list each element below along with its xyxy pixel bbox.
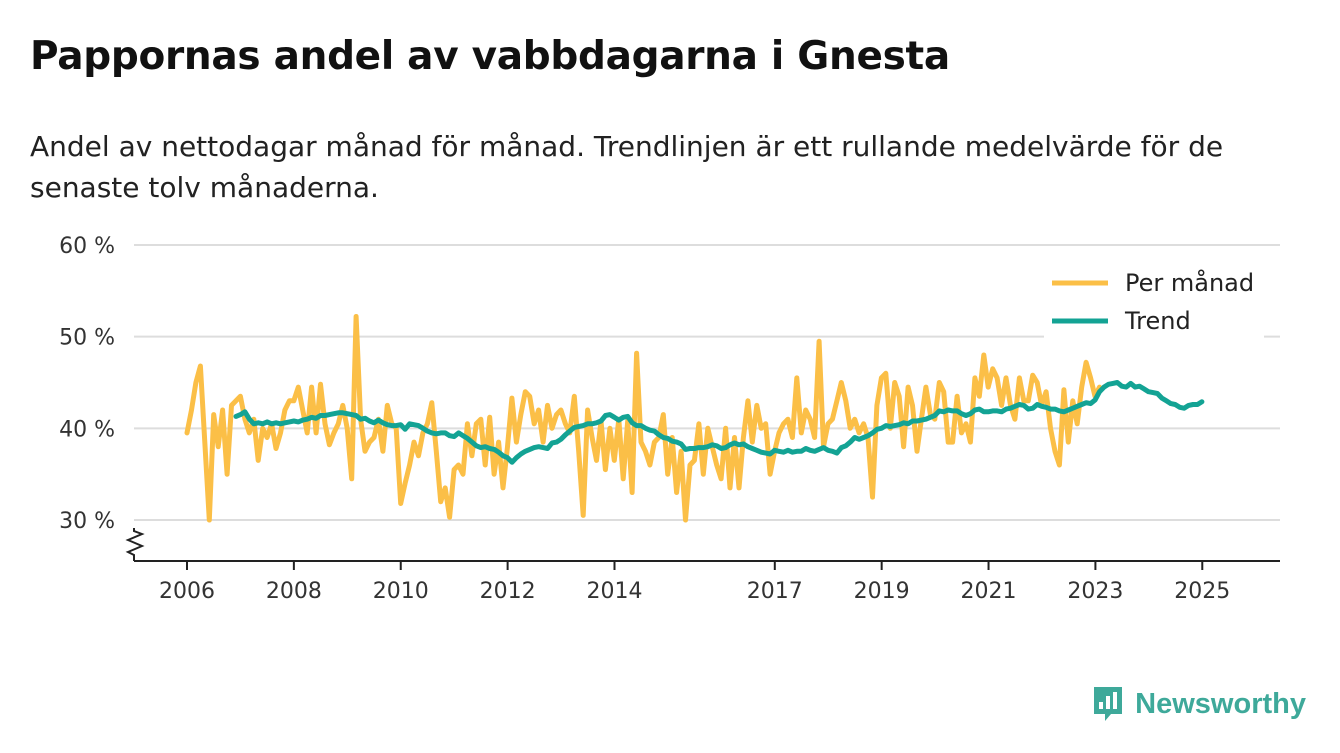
x-tick-label: 2017 bbox=[747, 579, 803, 604]
x-tick-label: 2012 bbox=[480, 579, 536, 604]
series-line-trend bbox=[233, 380, 1205, 465]
legend[interactable]: Per månad Trend bbox=[1044, 262, 1264, 338]
x-tick-label: 2008 bbox=[266, 579, 322, 604]
series bbox=[184, 314, 1205, 523]
x-tick-label: 2010 bbox=[373, 579, 429, 604]
y-tick-label: 40 % bbox=[59, 417, 115, 442]
x-tick-label: 2006 bbox=[159, 579, 215, 604]
legend-background bbox=[1044, 262, 1264, 338]
legend-label: Per månad bbox=[1125, 268, 1254, 297]
x-tick-label: 2025 bbox=[1174, 579, 1230, 604]
y-tick-label: 50 % bbox=[59, 326, 115, 351]
chart-title: Pappornas andel av vabbdagarna i Gnesta bbox=[30, 34, 950, 79]
legend-label: Trend bbox=[1124, 307, 1191, 335]
chart-subtitle: Andel av nettodagar månad för månad. Tre… bbox=[30, 130, 1224, 204]
brand-name: Newsworthy bbox=[1135, 687, 1306, 720]
axes: 30 % 40 % 50 % 60 % 2006 2008 2010 2012 2014 2017… bbox=[59, 234, 1280, 604]
brand-logo[interactable]: Newsworthy bbox=[1091, 685, 1306, 723]
x-tick-label: 2021 bbox=[961, 579, 1017, 604]
y-tick-label: 60 % bbox=[59, 234, 115, 259]
axis-break-icon bbox=[125, 528, 145, 561]
x-tick-label: 2014 bbox=[586, 579, 642, 604]
x-tick-label: 2019 bbox=[854, 579, 910, 604]
y-tick-label: 30 % bbox=[59, 509, 115, 534]
series-line-per-manad bbox=[184, 314, 1102, 523]
chart-bubble-icon bbox=[1094, 687, 1123, 721]
x-tick-label: 2023 bbox=[1067, 579, 1123, 604]
